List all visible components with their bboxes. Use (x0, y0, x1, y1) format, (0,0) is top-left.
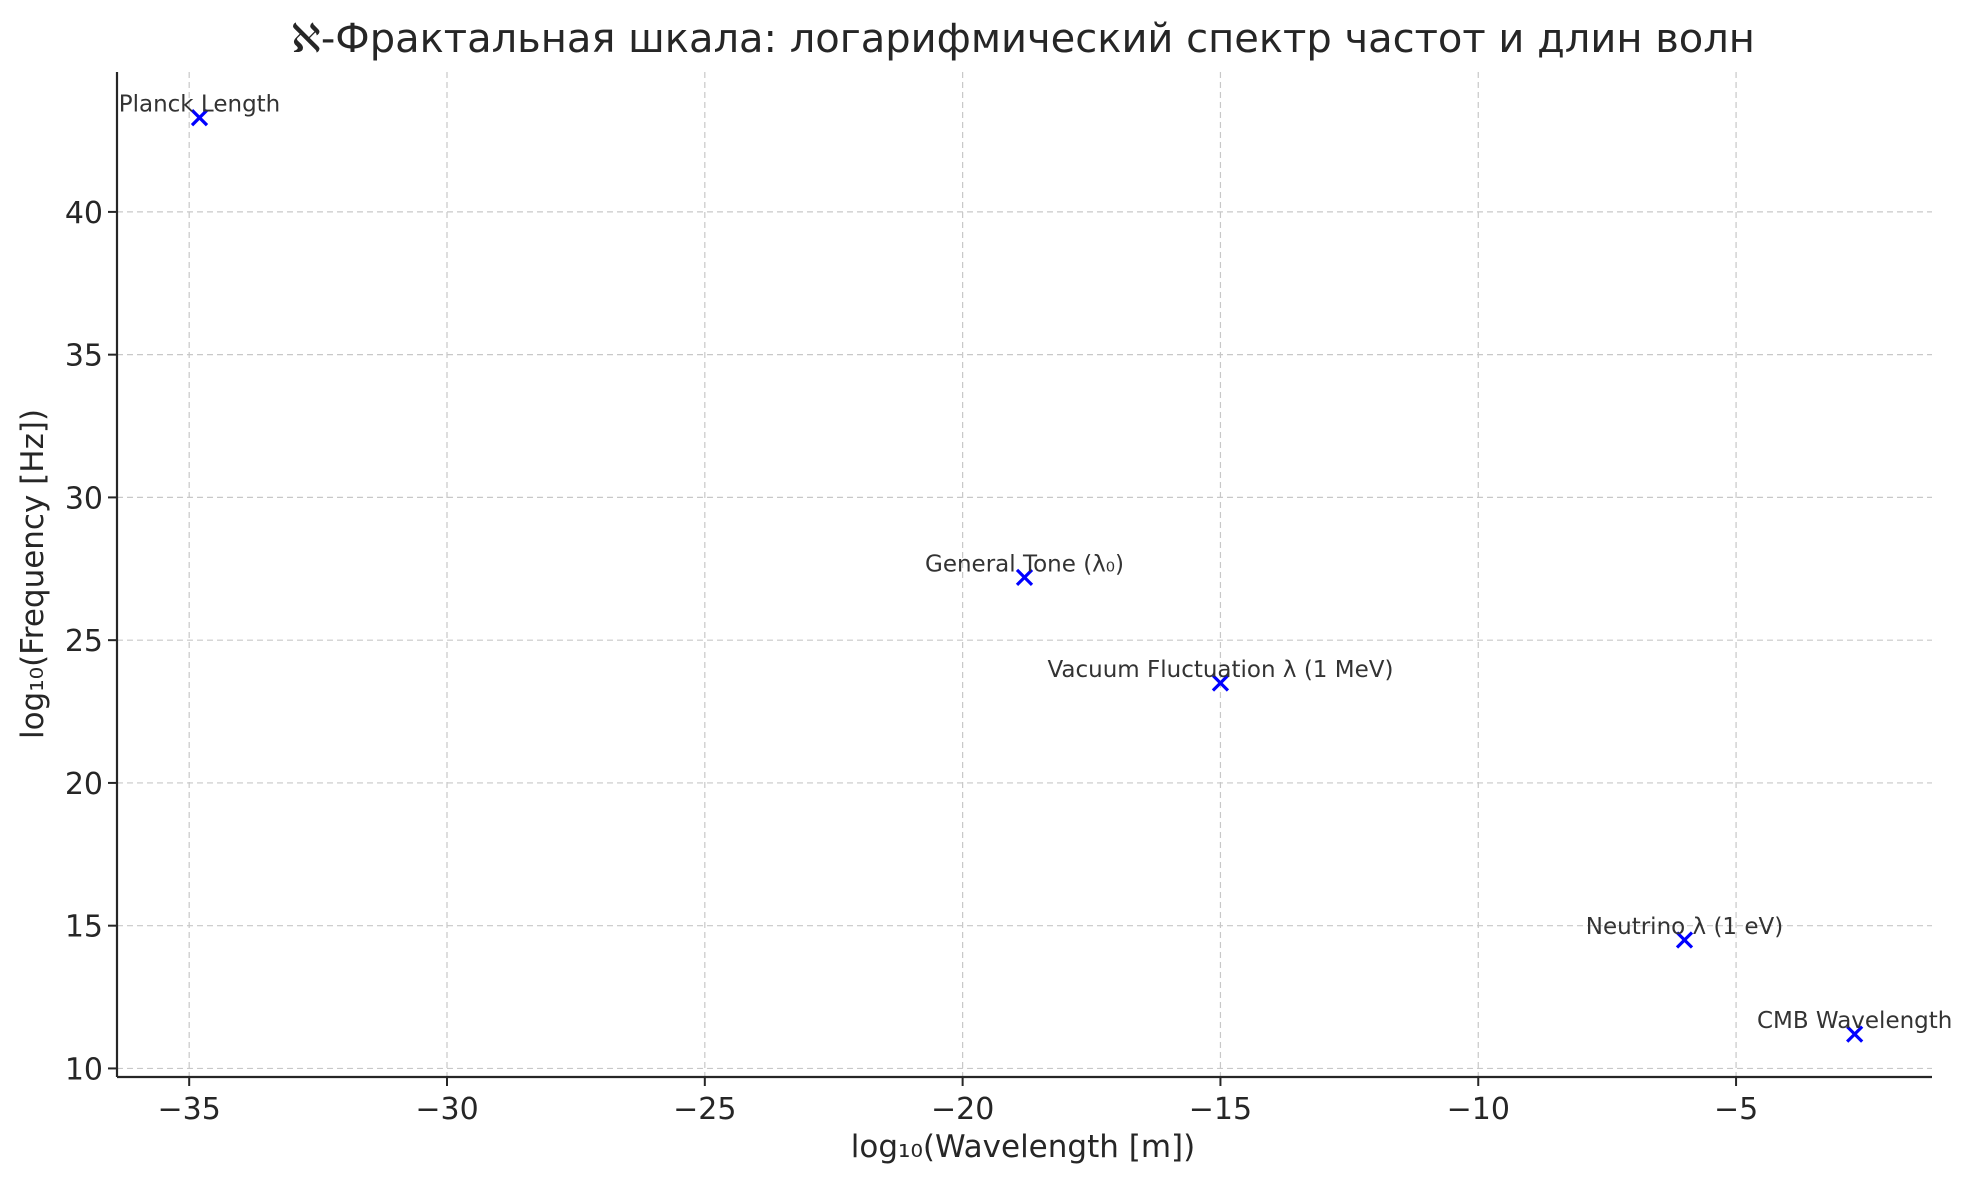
data-point (190, 109, 209, 127)
y-tick-label: 15 (65, 910, 103, 945)
data-point (1015, 568, 1034, 586)
y-tick-label: 40 (65, 196, 103, 231)
x-tick-label: −25 (673, 1092, 736, 1127)
y-tick-label: 30 (65, 481, 103, 516)
x-tick-label: −15 (1189, 1092, 1252, 1127)
y-axis-label: log₁₀(Frequency [Hz]) (15, 409, 51, 739)
y-tick-label: 10 (65, 1052, 103, 1087)
x-tick-label: −20 (931, 1092, 994, 1127)
point-label: CMB Wavelength (1757, 1008, 1952, 1034)
data-point (1846, 1025, 1864, 1043)
point-label: Neutrino λ (1 eV) (1586, 914, 1783, 940)
x-tick-label: −10 (1447, 1092, 1510, 1127)
x-tick-label: −30 (415, 1092, 478, 1127)
axes (115, 72, 1932, 1079)
ticks: −35 −30 −25 −20 −15 −10 −5 10 15 20 25 30 35 40 (65, 196, 1758, 1127)
point-labels: Planck Length General Tone (λ₀) Vacuum Flu… (119, 92, 1953, 1034)
grid (117, 72, 1932, 1077)
point-label: Planck Length (119, 92, 281, 118)
y-tick-label: 25 (65, 624, 103, 659)
x-axis-label: log₁₀(Wavelength [m]) (851, 1129, 1195, 1165)
x-tick-label: −5 (1714, 1092, 1758, 1127)
point-label: General Tone (λ₀) (925, 551, 1124, 577)
y-tick-label: 35 (65, 339, 103, 374)
x-tick-label: −35 (158, 1092, 221, 1127)
chart-title: ℵ-Фрактальная шкала: логарифмический спе… (291, 16, 1755, 62)
data-point (1211, 674, 1230, 692)
y-tick-label: 20 (65, 767, 103, 802)
data-point (1675, 931, 1694, 949)
data-points (190, 109, 1864, 1043)
point-label: Vacuum Fluctuation λ (1 MeV) (1047, 657, 1393, 683)
